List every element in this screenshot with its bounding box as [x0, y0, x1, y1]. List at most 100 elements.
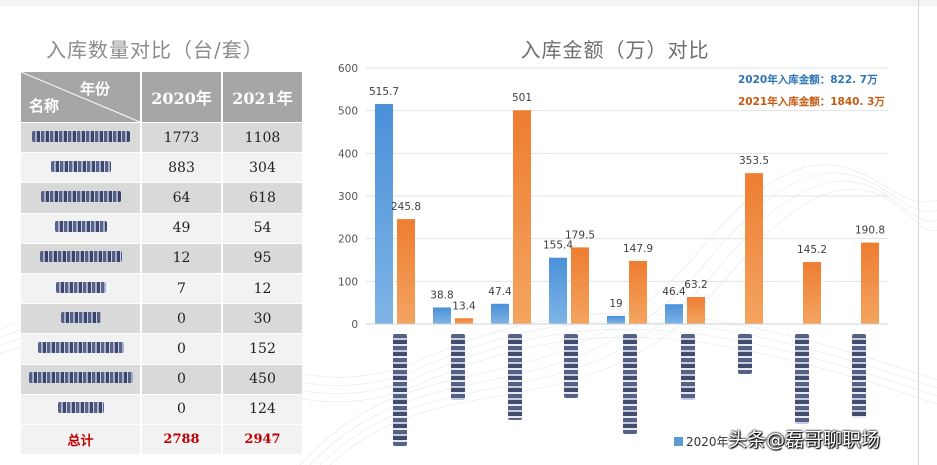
row-value-2020: 64 [141, 182, 223, 214]
chart-legend: 2020年 [674, 433, 729, 450]
bar-value-label: 38.8 [430, 289, 453, 301]
x-category-label-blurred [508, 334, 522, 420]
y-tick-label: 0 [351, 319, 358, 331]
row-value-2020: 49 [141, 213, 223, 244]
row-value-2021: 450 [222, 364, 302, 395]
quantity-table-title: 入库数量对比（台/套） [46, 38, 264, 62]
row-value-2020: 883 [141, 152, 223, 184]
bar-value-label: 353.5 [739, 155, 769, 167]
bar-value-label: 63.2 [684, 279, 707, 291]
legend-swatch-2020 [674, 437, 683, 446]
row-value-2020: 0 [141, 303, 223, 335]
table-row: 0 450 [21, 364, 302, 395]
quantity-table: 年份 名称 2020年 2021年 1773 1108 883 304 64 6… [21, 72, 302, 456]
total-2020: 2788 [141, 424, 223, 456]
table-row: 0 30 [21, 303, 302, 335]
bar-value-label: 147.9 [623, 243, 653, 255]
x-category-label-blurred [795, 334, 809, 424]
row-name-blurred [21, 182, 142, 214]
total-label: 总计 [21, 424, 142, 456]
legend-label-2020: 2020年 [686, 435, 729, 449]
bar-2021 [687, 297, 705, 324]
bar-2021 [571, 247, 589, 324]
row-value-2021: 124 [222, 394, 302, 425]
row-value-2021: 152 [222, 333, 302, 365]
x-category-label-blurred [393, 334, 407, 446]
header-name-label: 名称 [29, 97, 60, 115]
bar-2021 [397, 219, 415, 324]
bar-2020 [433, 307, 451, 324]
table-row: 883 304 [21, 152, 302, 184]
x-category-label-blurred [681, 334, 695, 400]
diagonal-line [21, 72, 140, 122]
bar-2020 [607, 315, 625, 324]
watermark: 头条@磊哥聊职场 [728, 429, 881, 451]
row-name-blurred [21, 303, 142, 335]
x-category-label-blurred [852, 334, 866, 418]
row-value-2020: 0 [141, 364, 223, 395]
bar-value-label: 19 [609, 298, 622, 310]
bar-2021 [629, 260, 647, 324]
header-2020: 2020年 [141, 72, 223, 123]
row-name-blurred [21, 152, 142, 184]
header-year-label: 年份 [79, 80, 110, 98]
bar-value-label: 515.7 [369, 86, 399, 98]
row-value-2021: 95 [222, 243, 302, 274]
bar-value-label: 190.8 [855, 225, 885, 237]
y-tick-label: 300 [338, 191, 358, 203]
bar-2021 [861, 242, 879, 324]
row-value-2021: 1108 [222, 122, 302, 154]
top-border [0, 0, 937, 6]
row-value-2021: 618 [222, 182, 302, 214]
bar-value-label: 155.4 [543, 240, 573, 252]
row-value-2021: 304 [222, 152, 302, 184]
bar-2021 [745, 173, 763, 324]
header-diagonal-cell: 年份 名称 [21, 72, 142, 123]
y-tick-label: 400 [338, 148, 358, 160]
x-category-label-blurred [623, 334, 637, 434]
row-name-blurred [21, 333, 142, 365]
row-name-blurred [21, 243, 142, 274]
row-name-blurred [21, 213, 142, 244]
x-category-label-blurred [738, 334, 752, 374]
right-border [918, 0, 919, 465]
row-value-2020: 7 [141, 273, 223, 305]
y-tick-label: 500 [338, 106, 358, 118]
table-row: 0 152 [21, 333, 302, 365]
row-value-2021: 54 [222, 213, 302, 244]
row-value-2021: 12 [222, 273, 302, 305]
bar-value-label: 145.2 [797, 244, 827, 256]
table-row: 12 95 [21, 243, 302, 274]
y-tick-label: 200 [338, 234, 358, 246]
chart-title: 入库金额（万）对比 [520, 38, 710, 62]
header-2021: 2021年 [222, 72, 302, 123]
bar-2021 [803, 262, 821, 324]
bar-value-label: 46.4 [662, 286, 686, 298]
annotation-2020-total: 2020年入库金额：822. 7万 [738, 74, 878, 86]
row-name-blurred [21, 273, 142, 305]
row-value-2020: 12 [141, 243, 223, 274]
row-name-blurred [21, 394, 142, 425]
y-tick-label: 100 [338, 276, 358, 288]
bar-value-label: 47.4 [488, 286, 512, 298]
annotation-2021-total: 2021年入库金额：1840. 3万 [738, 96, 885, 108]
bar-2021 [455, 318, 473, 324]
bar-value-label: 13.4 [452, 300, 476, 312]
row-value-2020: 0 [141, 394, 223, 425]
y-tick-label: 600 [338, 63, 358, 75]
x-category-label-blurred [451, 334, 465, 400]
row-name-blurred [21, 364, 142, 395]
bar-2020 [375, 103, 393, 324]
total-2021: 2947 [222, 424, 302, 456]
bar-2020 [549, 257, 567, 324]
row-value-2020: 1773 [141, 122, 223, 154]
table-total-row: 总计 2788 2947 [21, 424, 302, 456]
table-header-row: 年份 名称 2020年 2021年 [21, 72, 302, 123]
bar-2020 [665, 304, 683, 324]
bar-value-label: 179.5 [565, 229, 595, 241]
bar-2020 [491, 303, 509, 324]
table-row: 49 54 [21, 213, 302, 244]
row-name-blurred [21, 122, 142, 154]
row-value-2021: 30 [222, 303, 302, 335]
